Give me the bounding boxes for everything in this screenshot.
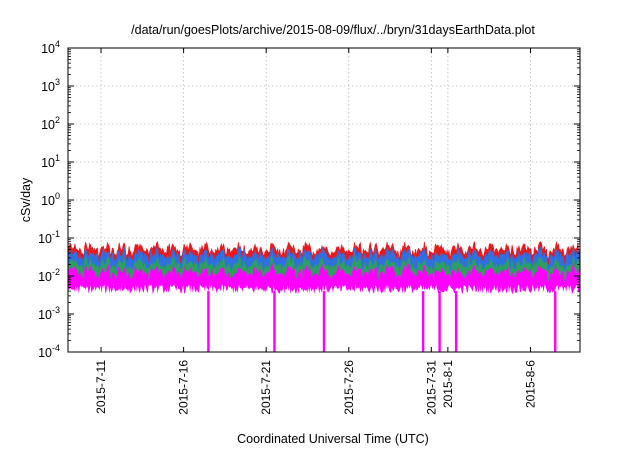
- y-tick-label: 102: [41, 115, 60, 132]
- series-dropout: [554, 291, 557, 352]
- series-dropout: [322, 291, 326, 352]
- series-dropout: [421, 291, 425, 352]
- x-tick-label: 2015-7-11: [94, 360, 108, 414]
- series-dropout: [273, 291, 276, 352]
- y-tick-label: 10-2: [38, 267, 60, 284]
- y-axis-label: cSv/day: [19, 177, 33, 222]
- x-tick-label: 2015-7-26: [342, 360, 356, 415]
- series-dropout: [438, 291, 441, 352]
- x-tick-label: 2015-7-21: [259, 360, 273, 415]
- chart-title: /data/run/goesPlots/archive/2015-08-09/f…: [131, 23, 535, 37]
- series-dropout: [207, 291, 210, 352]
- series-layer: [67, 241, 581, 353]
- y-tick-label: 10-3: [38, 305, 60, 322]
- y-tick-label: 100: [41, 191, 60, 208]
- x-axis-label: Coordinated Universal Time (UTC): [237, 432, 429, 446]
- axes: 2015-7-11 2015-7-16 2015-7-21 2015-7-26 2015…: [38, 39, 580, 415]
- y-tick-label: 104: [41, 39, 60, 56]
- y-tick-label: 103: [41, 77, 60, 94]
- y-tick-label: 101: [41, 153, 60, 170]
- series-dropout: [454, 291, 458, 352]
- y-tick-label: 10-1: [38, 229, 60, 246]
- x-tick-label: 2015-7-31: [424, 360, 438, 415]
- y-tick-label: 10-4: [38, 343, 60, 360]
- x-tick-label: 2015-8-6: [523, 360, 537, 408]
- x-tick-label: 2015-8-1: [441, 360, 455, 408]
- x-tick-label: 2015-7-16: [177, 360, 191, 415]
